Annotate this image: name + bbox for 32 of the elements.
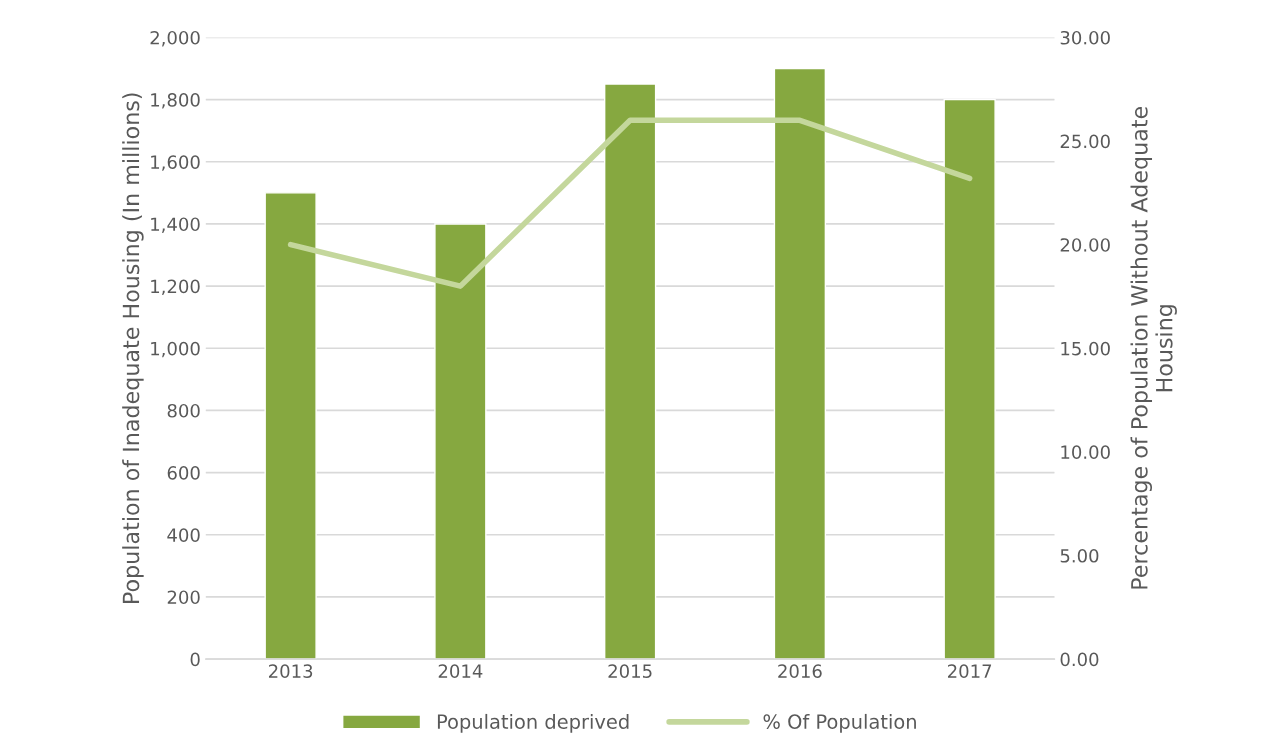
y2-tick-label: 0.00 [1060, 652, 1099, 667]
y-tick-label: 400 [167, 528, 200, 542]
y-axis-title: Population of Inadequate Housing (In millions) [122, 93, 144, 603]
y2-tick-label: 5.00 [1060, 548, 1099, 563]
y-tick-label: 2,000 [150, 30, 200, 47]
x-tick-label: 2016 [778, 664, 822, 678]
y2-tick-label: 25.00 [1060, 134, 1110, 149]
y-tick-label: 1,400 [151, 217, 200, 233]
legend-label: Population deprived [437, 713, 629, 733]
y-tick-label: 1,800 [151, 93, 200, 109]
y2-tick-label: 30.00 [1060, 30, 1110, 45]
bar [264, 192, 317, 660]
x-tick-label: 2014 [438, 664, 483, 678]
bar [603, 83, 657, 660]
x-tick-label: 2015 [608, 664, 652, 678]
bar [434, 223, 487, 660]
y2-tick-label: 20.00 [1060, 238, 1110, 252]
x-tick-label: 2017 [947, 664, 992, 678]
y2-axis-title: Percentage of Population Without Adequate Housing [1130, 106, 1177, 589]
y2-tick-label: 10.00 [1061, 445, 1110, 460]
y-tick-label: 1,000 [151, 341, 200, 358]
y-tick-label: 200 [167, 590, 200, 605]
y2-tick-label: 15.00 [1061, 341, 1110, 356]
bar [773, 67, 827, 660]
legend-label: % Of Population [763, 713, 916, 733]
y-tick-label: 0 [190, 652, 200, 667]
y-tick-label: 800 [167, 403, 200, 418]
bar [943, 98, 996, 660]
x-tick-label: 2013 [268, 664, 313, 678]
y-tick-label: 1,200 [151, 279, 200, 296]
y-tick-label: 1,600 [151, 155, 200, 171]
y-tick-label: 600 [167, 466, 200, 480]
